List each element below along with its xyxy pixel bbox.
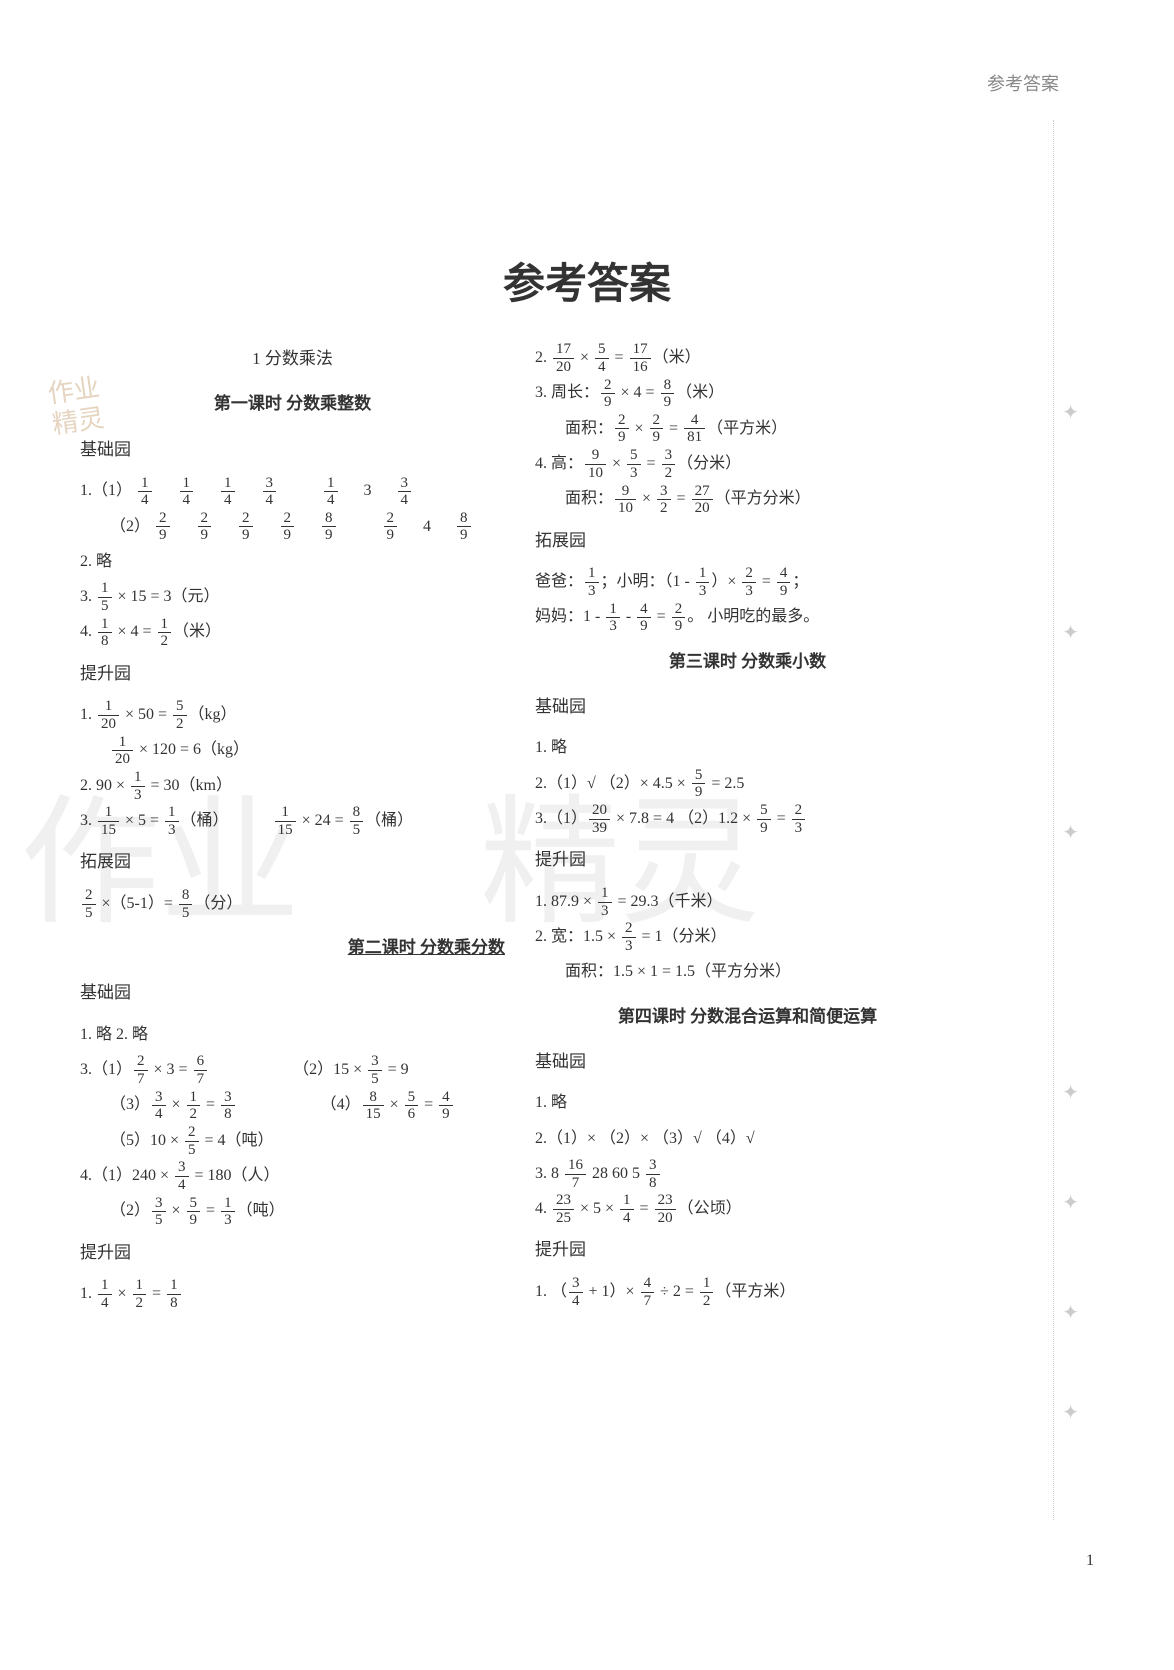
answer-line: 面积：29 × 29 = 481（平方米） (535, 411, 960, 446)
star-icon: ✦ (1062, 1190, 1079, 1215)
answer-line: 3. 15 × 15 = 3（元） (80, 579, 505, 614)
page-header: 参考答案 (987, 70, 1074, 96)
section-basic: 基础园 (80, 431, 505, 468)
text: （2） (110, 518, 150, 535)
answer-line: 1. 120 × 50 = 52（kg） (80, 697, 505, 732)
answer-line: 3.（1）27 × 3 = 67 （2）15 × 35 = 9 (80, 1052, 505, 1087)
answer-line: 1. 14 × 12 = 18 (80, 1276, 505, 1311)
section-advance: 提升园 (80, 655, 505, 692)
section-extend: 拓展园 (535, 522, 960, 559)
answer-line: 1. 87.9 × 13 = 29.3（千米） (535, 884, 960, 919)
answer-line: 爸爸：13；小明：（1 - 13）× 23 = 49； (535, 564, 960, 599)
answer-line: 2. 1720 × 54 = 1716（米） (535, 340, 960, 375)
section-advance: 提升园 (535, 1231, 960, 1268)
star-icon: ✦ (1062, 1080, 1079, 1105)
star-icon: ✦ (1062, 1400, 1079, 1425)
chapter-title: 1 分数乘法 (80, 340, 505, 377)
answer-line: 妈妈：1 - 13 - 49 = 29。 小明吃的最多。 (535, 599, 960, 634)
answer-line: 2.（1）× （2）× （3）√ （4）√ (535, 1121, 960, 1156)
text: 1.（1） (80, 482, 132, 499)
answer-line: 25 ×（5-1）= 85（分） (80, 886, 505, 921)
answer-line: （2）35 × 59 = 13（吨） (80, 1193, 505, 1228)
content-area: 1 分数乘法 第一课时 分数乘整数 基础园 1.（1） 14 14 14 34 … (80, 340, 960, 1311)
answer-line: 1. 略 2. 略 (80, 1017, 505, 1052)
section-extend: 拓展园 (80, 843, 505, 880)
answer-line: （3）34 × 12 = 38 （4）815 × 56 = 49 (80, 1087, 505, 1122)
page-number: 1 (1086, 1552, 1094, 1570)
answer-line: 面积：910 × 32 = 2720（平方分米） (535, 481, 960, 516)
answer-line: 3. 周长：29 × 4 = 89（米） (535, 375, 960, 410)
star-icon: ✦ (1062, 1300, 1079, 1325)
answer-line: 2.（1）√ （2）× 4.5 × 59 = 2.5 (535, 766, 960, 801)
page-title: 参考答案 (0, 250, 1174, 311)
answer-line: 4. 高：910 × 53 = 32（分米） (535, 446, 960, 481)
lesson-title: 第三课时 分数乘小数 (535, 643, 960, 680)
answer-line: 1.（1） 14 14 14 34 14 3 34 (80, 473, 505, 508)
answer-line: 3. 8 167 28 60 5 38 (535, 1156, 960, 1191)
section-advance: 提升园 (535, 841, 960, 878)
section-basic: 基础园 (535, 688, 960, 725)
answer-line: 4.（1）240 × 34 = 180（人） (80, 1158, 505, 1193)
lesson-title: 第一课时 分数乘整数 (80, 385, 505, 422)
decorative-line (1053, 120, 1054, 1520)
answer-line: 2. 宽：1.5 × 23 = 1（分米） (535, 919, 960, 954)
lesson-title: 第二课时 分数乘分数 (80, 929, 505, 966)
answer-line: 3. 115 × 5 = 13（桶） 115 × 24 = 85（桶） (80, 803, 505, 838)
answer-line: 1. 略 (535, 730, 960, 765)
right-column: 2. 1720 × 54 = 1716（米） 3. 周长：29 × 4 = 89… (535, 340, 960, 1311)
answer-line: 面积：1.5 × 1 = 1.5（平方分米） (535, 954, 960, 989)
answer-line: 4. 18 × 4 = 12（米） (80, 614, 505, 649)
answer-line: 1. 略 (535, 1085, 960, 1120)
section-advance: 提升园 (80, 1234, 505, 1271)
answer-line: （2） 29 29 29 29 89 29 4 89 (80, 509, 505, 544)
section-basic: 基础园 (80, 974, 505, 1011)
section-basic: 基础园 (535, 1043, 960, 1080)
star-icon: ✦ (1062, 620, 1079, 645)
answer-line: 2. 略 (80, 544, 505, 579)
star-icon: ✦ (1062, 820, 1079, 845)
answer-line: 2. 90 × 13 = 30（km） (80, 768, 505, 803)
left-column: 1 分数乘法 第一课时 分数乘整数 基础园 1.（1） 14 14 14 34 … (80, 340, 505, 1311)
answer-line: 1. （34 + 1）× 47 ÷ 2 = 12（平方米） (535, 1274, 960, 1309)
answer-line: 4. 2325 × 5 × 14 = 2320（公顷） (535, 1191, 960, 1226)
lesson-title: 第四课时 分数混合运算和简便运算 (535, 998, 960, 1035)
answer-line: 120 × 120 = 6（kg） (80, 732, 505, 767)
answer-line: （5）10 × 25 = 4（吨） (80, 1123, 505, 1158)
answer-line: 3.（1）2039 × 7.8 = 4 （2）1.2 × 59 = 23 (535, 801, 960, 836)
header-label: 参考答案 (987, 70, 1059, 96)
star-icon: ✦ (1062, 400, 1079, 425)
